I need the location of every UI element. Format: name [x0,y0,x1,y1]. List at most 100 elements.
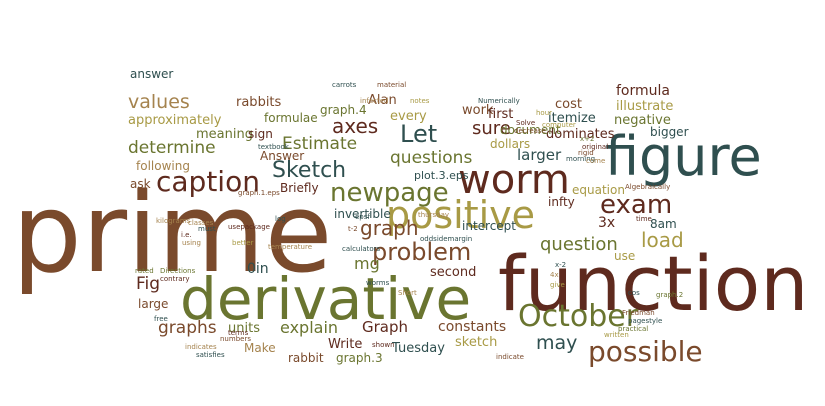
cloud-word: values [128,91,190,113]
cloud-word: computer [542,121,576,129]
cloud-word: units [228,321,260,336]
cloud-word: intercept [462,219,516,233]
cloud-word: terms [228,329,249,337]
cloud-word: must [198,225,216,233]
cloud-word: possible [588,335,703,368]
cloud-word: document [500,123,561,137]
cloud-word: graph.4 [320,103,367,117]
cloud-word: time [636,215,652,223]
cloud-word: explain [280,318,339,337]
cloud-word: textbook [258,143,289,151]
cloud-word: graph [360,216,419,240]
cloud-word: larger [517,146,562,164]
cloud-word: satisfies [196,351,225,359]
cloud-word: contrary [160,275,190,283]
cloud-word: plot.3.eps [414,169,469,182]
cloud-word: Sketch [272,158,347,183]
cloud-word: x+2 [580,135,595,143]
cloud-word: question [540,234,618,255]
cloud-word: dominates [546,127,615,142]
cloud-word: Tuesday [392,341,445,356]
cloud-word: 4x [550,271,559,279]
cloud-word: large [138,297,169,311]
cloud-word: practical [618,325,649,333]
cloud-word: graphs [158,318,217,338]
cloud-word: equation [572,183,625,197]
cloud-word: original [582,143,609,151]
cloud-word: constants [438,319,507,335]
cloud-word: temperature [268,243,312,251]
cloud-word: following [136,159,190,173]
cloud-word: usepackage [228,223,270,231]
cloud-word: bigger [650,125,689,139]
cloud-word: questions [390,148,473,168]
cloud-word: give [550,281,565,289]
cloud-word: ask [130,177,151,191]
cloud-word: worm [458,157,570,203]
cloud-word: Make [244,341,276,355]
cloud-word: Write [328,337,363,352]
cloud-word: approximately [128,113,222,128]
cloud-word: mg [354,254,380,273]
cloud-word: Directions [160,267,196,275]
cloud-word: cost [555,97,582,112]
cloud-word: rabbit [288,351,324,365]
cloud-word: 8am [650,217,677,231]
cloud-word: Alan [368,93,397,108]
cloud-word: t-2 [348,225,358,233]
cloud-word: 3x [598,215,616,231]
cloud-word: caption [156,165,260,198]
cloud-word: hour [536,109,553,117]
cloud-word: Let [400,120,438,148]
cloud-word: decrease [514,127,546,135]
cloud-word: Answer [260,149,305,163]
cloud-word: illustrate [616,99,674,114]
cloud-word: rated [135,267,154,275]
cloud-word: shown [372,341,395,349]
cloud-word: Friedman [622,309,655,317]
cloud-word: sure [472,118,511,139]
cloud-word: kilograms [156,217,191,225]
cloud-word: problem [372,238,472,266]
cloud-word: Estimate [282,134,358,154]
cloud-word: negative [614,113,671,128]
cloud-word: first [488,107,514,122]
cloud-word: thursday [418,211,450,219]
cloud-word: graph.2 [656,291,684,299]
cloud-word: Fig [136,274,161,294]
cloud-word: meaning [196,127,253,142]
cloud-word: formula [616,83,670,99]
cloud-word: Briefly [280,181,319,195]
cloud-word: second [430,265,477,280]
cloud-word: log [275,215,286,223]
cloud-word: notes [410,97,430,105]
cloud-word: cos [628,289,640,297]
cloud-word: infected [360,97,389,105]
cloud-word: Numerically [478,97,520,105]
cloud-word: answer [130,67,174,81]
cloud-word: material [377,81,407,89]
cloud-word: numbers [220,335,251,343]
cloud-word: i.e. [181,231,192,239]
cloud-word: oddsidemargin [420,235,473,243]
cloud-word: sketch [455,335,498,350]
cloud-word: October [518,299,639,334]
cloud-word: rabbits [236,95,282,110]
cloud-word: calculators [342,245,381,253]
cloud-word: invertible [334,207,391,221]
cloud-word: worms [366,279,390,287]
cloud-word: determine [128,138,216,158]
cloud-word: better [232,239,254,247]
cloud-word: morning [566,155,596,163]
cloud-word: x-2 [555,261,567,269]
cloud-word: function [498,239,809,328]
cloud-word: classes [188,219,214,227]
cloud-word: infty [548,195,575,209]
cloud-word: derivative [180,265,472,333]
cloud-word: load [641,228,684,252]
cloud-word: free [154,315,168,323]
cloud-word: using [182,239,201,247]
cloud-word: use [614,249,636,263]
cloud-word: prime [12,169,333,297]
